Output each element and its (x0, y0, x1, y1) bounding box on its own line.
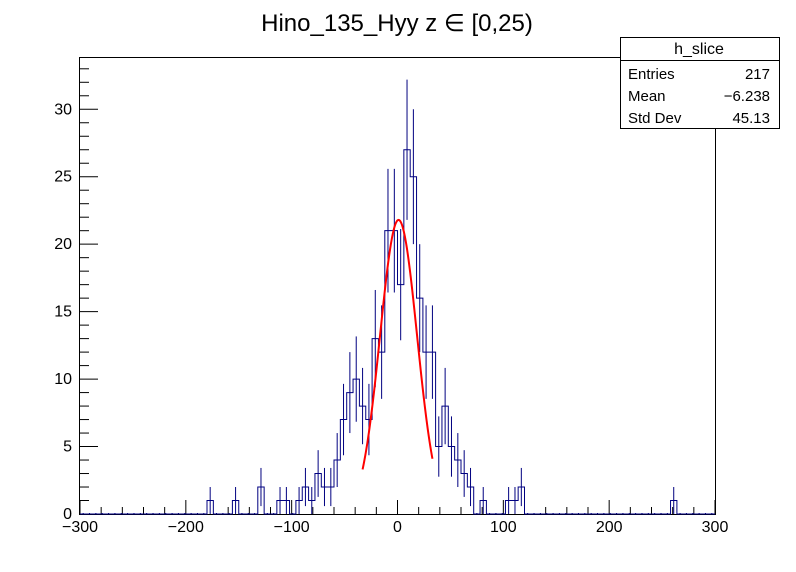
plot-frame (79, 57, 716, 515)
x-axis: −300 −200 −100 0 100 200 300 (62, 500, 728, 536)
stats-entries-value: 217 (745, 66, 770, 83)
stats-mean-label: Mean (628, 88, 666, 105)
stats-stddev-label: Std Dev (628, 110, 682, 127)
x-tick-label: −300 (62, 519, 98, 536)
stats-entries-label: Entries (628, 66, 675, 83)
x-tick-label: −200 (168, 519, 204, 536)
x-tick-label: −100 (274, 519, 310, 536)
y-tick-label: 0 (63, 506, 72, 523)
x-tick-label: 100 (490, 519, 517, 536)
fit-curve (361, 218, 434, 470)
stats-box-title: h_slice (674, 41, 724, 58)
x-tick-label: 0 (393, 519, 402, 536)
y-tick-label: 30 (54, 101, 72, 118)
y-tick-label: 20 (54, 236, 72, 253)
stats-mean-value: −6.238 (724, 88, 770, 105)
histogram-series (80, 79, 715, 515)
stats-box: h_slice Entries 217 Mean −6.238 Std Dev … (620, 37, 780, 129)
stats-stddev-value: 45.13 (732, 110, 770, 127)
x-tick-label: 300 (702, 519, 729, 536)
gaussian-fit (361, 218, 434, 470)
y-tick-label: 10 (54, 371, 72, 388)
x-tick-label: 200 (596, 519, 623, 536)
histogram-outline (80, 149, 715, 515)
stats-box-frame (620, 37, 780, 129)
y-tick-label: 15 (54, 304, 72, 321)
y-axis: 0 5 10 15 20 25 30 (54, 68, 98, 523)
chart-title: Hino_135_Hyy z ∈ [0,25) (261, 10, 533, 37)
y-tick-label: 5 (63, 439, 72, 456)
y-tick-label: 25 (54, 169, 72, 186)
